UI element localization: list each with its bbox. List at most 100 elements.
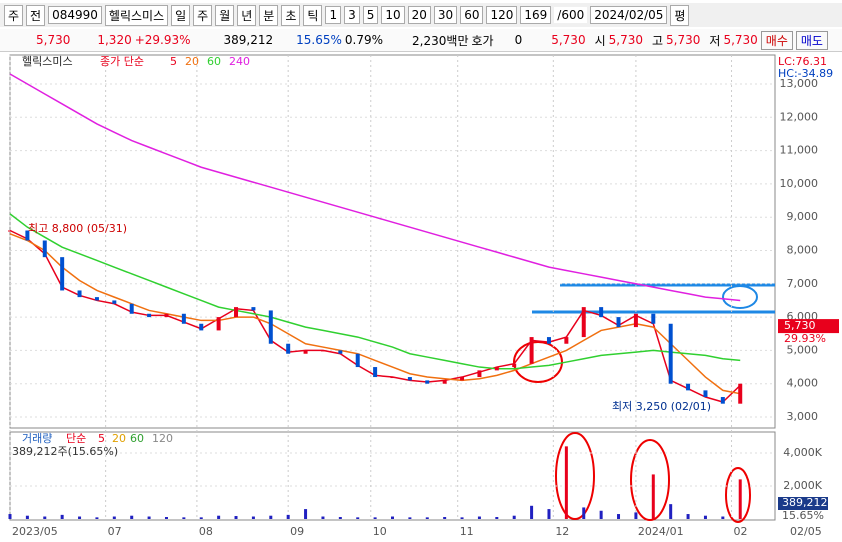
x-tick-label: 07 — [108, 525, 122, 538]
volume-pane — [9, 431, 776, 521]
candle — [164, 313, 169, 318]
volume-bar — [78, 516, 82, 519]
volume-bar — [495, 517, 499, 519]
candle — [338, 350, 343, 354]
volume-bar — [373, 517, 377, 519]
volume-bar — [338, 517, 342, 519]
toolbar-button[interactable]: 주 — [4, 4, 24, 26]
candle — [512, 363, 517, 368]
legend-entry: 5 — [170, 55, 177, 68]
toolbar-button[interactable]: 1 — [325, 6, 342, 24]
volume-bar — [112, 516, 116, 519]
candle — [703, 390, 708, 398]
volume-bar — [95, 517, 99, 519]
candle — [720, 397, 725, 404]
candle — [355, 353, 360, 368]
candle — [651, 313, 656, 324]
candle — [460, 377, 465, 381]
date[interactable]: 2024/02/05 — [590, 6, 668, 24]
volume-bar — [25, 515, 29, 519]
price-pane — [9, 54, 776, 429]
y-tick-label: 2,000K — [783, 479, 822, 492]
candle — [251, 307, 256, 311]
candle — [181, 313, 186, 324]
volume-bar — [164, 517, 168, 519]
legend-name: 헬릭스미스 — [22, 55, 73, 68]
legend-prefix: 종가 단순 — [100, 55, 144, 68]
hc: HC:-34.89 — [778, 67, 833, 80]
candle — [494, 367, 499, 371]
toolbar-button[interactable]: 20 — [407, 6, 431, 24]
toolbar-button[interactable]: 헬릭스미스 — [104, 4, 169, 26]
candle — [477, 370, 482, 378]
count[interactable]: 169 — [520, 6, 552, 24]
x-tick-label: 02/05 — [790, 525, 822, 538]
ma-line — [9, 213, 741, 370]
candle — [25, 230, 30, 241]
pct-label: 29.93% — [784, 332, 826, 345]
volume-bar — [356, 517, 360, 519]
toolbar-button[interactable]: 평 — [670, 4, 690, 26]
x-tick-label: 09 — [290, 525, 304, 538]
legend-entry: 5 — [98, 432, 105, 445]
x-tick-label: 2024/01 — [638, 525, 684, 538]
volume-bar — [425, 517, 429, 519]
y-tick-label: 8,000 — [787, 243, 819, 256]
toolbar-button[interactable]: 월 — [215, 4, 235, 26]
volume-bar — [651, 474, 655, 519]
toolbar-button[interactable]: 30 — [433, 6, 458, 24]
volume: 389,212 — [223, 33, 274, 47]
sell-button[interactable]: 매도 — [795, 30, 828, 50]
toolbar-button[interactable]: 분 — [259, 4, 279, 26]
price: 5,730 — [36, 33, 71, 47]
volume-bar — [321, 516, 325, 519]
toolbar-button[interactable]: 전 — [26, 4, 46, 26]
volume-bar — [391, 516, 394, 519]
candle — [216, 317, 221, 331]
volume-bar — [477, 516, 481, 519]
toolbar-button[interactable]: 084990 — [48, 6, 102, 24]
toolbar-button[interactable]: 120 — [486, 6, 518, 24]
volume-bar — [182, 517, 186, 519]
legend-entry: 20 — [112, 432, 126, 445]
ma-line — [9, 73, 741, 302]
volume-bar — [669, 504, 673, 519]
volume-bar — [530, 505, 534, 519]
toolbar-button[interactable]: 년 — [237, 4, 257, 26]
volume-bar — [443, 517, 447, 519]
volume-bar — [60, 514, 64, 519]
y-tick-label: 5,000 — [787, 343, 819, 356]
candle — [234, 307, 239, 318]
volume-bar — [304, 509, 308, 519]
legend-prefix: 단순 — [66, 432, 86, 445]
candle — [564, 337, 569, 344]
toolbar-button[interactable]: 초 — [281, 4, 301, 26]
volume-bar — [460, 517, 464, 519]
toolbar-button[interactable]: 주 — [193, 4, 213, 26]
candle — [373, 367, 378, 378]
buy-button[interactable]: 매수 — [760, 30, 793, 50]
volume-pct: 15.65% — [782, 509, 824, 522]
highlight — [725, 467, 751, 523]
toolbar-button[interactable]: 10 — [381, 6, 405, 24]
candle — [94, 297, 99, 301]
candle — [286, 343, 291, 354]
toolbar-button[interactable]: 3 — [344, 6, 360, 24]
toolbar-button[interactable]: 60 — [460, 6, 484, 24]
volume-bar — [251, 516, 255, 519]
candle — [42, 240, 47, 258]
volume-bar — [286, 514, 290, 519]
y-tick-label: 13,000 — [780, 77, 819, 90]
toolbar-button[interactable]: 틱 — [303, 4, 323, 26]
open: 5,730 — [608, 33, 643, 47]
toolbar-button[interactable]: 5 — [362, 6, 379, 24]
x-tick-label: 10 — [373, 525, 387, 538]
high: 5,730 — [666, 33, 701, 47]
candle — [8, 230, 12, 232]
volume-bar — [703, 515, 707, 519]
pane-title: 거래량 — [22, 432, 52, 445]
candle — [599, 307, 604, 318]
toolbar-button[interactable]: 일 — [171, 4, 191, 26]
count-max[interactable]: /600 — [554, 7, 588, 23]
candle — [268, 310, 273, 344]
